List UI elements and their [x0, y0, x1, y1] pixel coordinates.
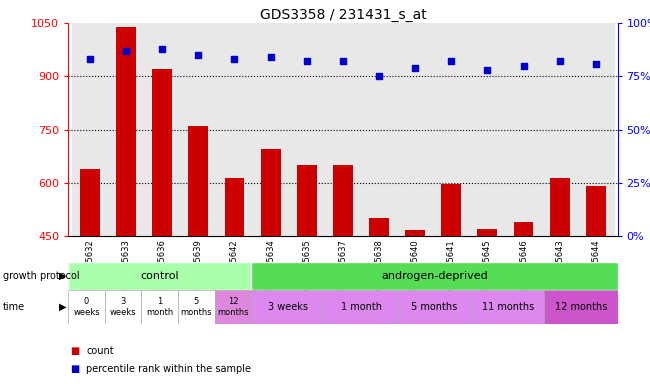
Bar [578, 23, 614, 236]
Text: ▶: ▶ [58, 302, 66, 312]
Bar [108, 23, 144, 236]
Bar [297, 165, 317, 236]
Point [302, 58, 312, 65]
Point [591, 60, 601, 66]
Bar [261, 149, 281, 236]
Text: ▶: ▶ [58, 271, 66, 281]
Bar [333, 165, 353, 236]
Text: 11 months: 11 months [482, 302, 534, 312]
Text: androgen-deprived: androgen-deprived [381, 271, 488, 281]
Point [374, 73, 384, 79]
Bar [152, 69, 172, 236]
Bar [178, 290, 215, 324]
Point [338, 58, 348, 65]
Text: control: control [140, 271, 179, 281]
Point [265, 54, 276, 60]
Text: percentile rank within the sample: percentile rank within the sample [86, 364, 252, 374]
Point [193, 52, 203, 58]
Bar [289, 23, 325, 236]
Text: ■: ■ [70, 346, 79, 356]
Bar [471, 290, 544, 324]
Bar [80, 169, 100, 236]
Text: 0
weeks: 0 weeks [73, 298, 100, 317]
Point [554, 58, 565, 65]
Text: 12
months: 12 months [217, 298, 249, 317]
Point [482, 67, 493, 73]
Bar [68, 290, 105, 324]
Bar [514, 222, 534, 236]
Text: 12 months: 12 months [554, 302, 607, 312]
Text: growth protocol: growth protocol [3, 271, 80, 281]
Text: ■: ■ [70, 364, 79, 374]
Bar [253, 23, 289, 236]
Bar [252, 262, 618, 290]
Bar [224, 177, 244, 236]
Text: 1 month: 1 month [341, 302, 382, 312]
Bar [214, 290, 252, 324]
Bar [550, 177, 569, 236]
Bar [252, 290, 324, 324]
Bar [541, 23, 578, 236]
Bar [72, 23, 108, 236]
Text: time: time [3, 302, 25, 312]
Bar [324, 290, 398, 324]
Point [446, 58, 456, 65]
Bar [144, 23, 180, 236]
Bar [142, 290, 178, 324]
Point [410, 65, 421, 71]
Bar [361, 23, 397, 236]
Bar [325, 23, 361, 236]
Point [229, 56, 240, 62]
Title: GDS3358 / 231431_s_at: GDS3358 / 231431_s_at [259, 8, 426, 22]
Bar [506, 23, 541, 236]
Bar [68, 262, 252, 290]
Bar [405, 230, 425, 236]
Text: count: count [86, 346, 114, 356]
Text: 5 months: 5 months [411, 302, 458, 312]
Text: 3 weeks: 3 weeks [268, 302, 308, 312]
Bar [441, 184, 461, 236]
Point [84, 56, 95, 62]
Bar [586, 187, 606, 236]
Bar [544, 290, 618, 324]
Bar [433, 23, 469, 236]
Bar [469, 23, 506, 236]
Bar [397, 23, 433, 236]
Bar [180, 23, 216, 236]
Text: 5
months: 5 months [181, 298, 212, 317]
Text: 1
month: 1 month [146, 298, 174, 317]
Bar [216, 23, 253, 236]
Bar [478, 229, 497, 236]
Bar [188, 126, 208, 236]
Text: 3
weeks: 3 weeks [110, 298, 136, 317]
Point [518, 63, 528, 69]
Point [121, 48, 131, 54]
Bar [105, 290, 142, 324]
Bar [369, 218, 389, 236]
Bar [116, 26, 136, 236]
Bar [398, 290, 471, 324]
Point [157, 46, 168, 52]
